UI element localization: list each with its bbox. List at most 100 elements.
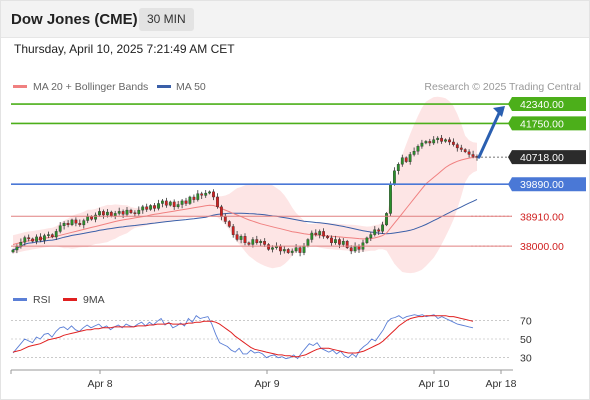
candle-body (393, 170, 396, 185)
candle-body (400, 157, 404, 165)
candle-body (389, 183, 392, 214)
candle-body (66, 222, 70, 225)
candle-body (15, 246, 19, 251)
candle-body (306, 239, 310, 247)
x-tick-label: Apr 10 (419, 378, 450, 390)
candle-body (31, 238, 34, 242)
candle-body (11, 249, 15, 253)
bollinger-band (13, 96, 477, 274)
candle-body (164, 200, 168, 206)
candle-body (160, 200, 164, 204)
candle-body (444, 139, 447, 142)
candle-body (117, 211, 121, 214)
candle-body (129, 209, 133, 213)
candle-body (282, 249, 286, 252)
candle-body (467, 151, 471, 155)
candle-body (424, 141, 428, 144)
level-tag (508, 97, 586, 112)
candle-body (27, 237, 31, 240)
candle-body (94, 214, 98, 220)
candle-body (326, 236, 329, 239)
ma50-line (12, 198, 478, 251)
candle-body (353, 245, 357, 252)
ma50-legend-swatch (157, 85, 171, 88)
candle-body (58, 225, 62, 232)
candle-body (82, 220, 86, 226)
candle-body (149, 205, 152, 210)
candle-body (330, 237, 333, 243)
level-label: 38000.00 (520, 241, 564, 253)
x-tick-label: Apr 9 (254, 378, 279, 390)
candle-body (113, 213, 117, 217)
candle-body (208, 191, 211, 194)
candle-body (255, 239, 259, 243)
candle-body (373, 229, 377, 235)
rsi-ma-legend-label: 9MA (83, 294, 105, 306)
candle-body (101, 211, 105, 216)
candle-body (133, 212, 137, 214)
candle-body (247, 242, 251, 245)
rsi-tick-label: 30 (520, 353, 532, 365)
candle-body (259, 240, 263, 243)
candle-body (298, 247, 302, 253)
candle-body (436, 137, 440, 140)
candle-body (428, 141, 432, 144)
candle-body (47, 234, 50, 236)
candle-body (137, 209, 141, 214)
candle-body (271, 247, 274, 250)
level-label: 39890.00 (520, 179, 564, 191)
x-tick-label: Apr 18 (486, 378, 517, 390)
candle-body (78, 222, 82, 225)
candle-body (141, 206, 145, 211)
rsi-ma-line (12, 315, 474, 358)
candle-body (212, 191, 215, 198)
chart-header: Dow Jones (CME) 30 MIN (1, 1, 589, 38)
candle-body (74, 219, 78, 224)
level-tag (508, 150, 586, 165)
rsi-ma-legend-swatch (63, 298, 77, 301)
timeframe-button[interactable]: 30 MIN (139, 8, 194, 31)
candle-body (219, 206, 223, 217)
candle-body (153, 205, 156, 209)
levels-layer: 42340.00 41750.00 40718.00 39890.00 38910.00… (11, 97, 586, 253)
ma20-legend-label: MA 20 + Bollinger Bands (33, 81, 148, 93)
candle-body (216, 196, 219, 208)
candle-body (341, 240, 345, 245)
candle-body (188, 196, 192, 204)
candle-body (369, 234, 373, 239)
projection-arrow-shaft (477, 109, 502, 159)
level-label: 41750.00 (520, 118, 564, 130)
candle-body (396, 164, 400, 172)
candle-body (239, 236, 243, 240)
candle-body (180, 200, 184, 205)
candle-body (50, 234, 54, 238)
candle-body (412, 150, 416, 155)
candle-body (39, 236, 42, 241)
candle-body (349, 247, 353, 252)
level-label: 38910.00 (520, 211, 564, 223)
candle-body (231, 226, 235, 235)
candle-body (235, 234, 239, 240)
candle-body (334, 239, 337, 243)
candle-body (385, 213, 388, 226)
watermark: Research © 2025 Trading Central (424, 81, 581, 93)
candle-body (98, 211, 101, 216)
candle-body (35, 236, 39, 242)
rsi-legend-swatch (13, 298, 27, 301)
candle-body (432, 139, 436, 144)
level-label: 42340.00 (520, 99, 564, 111)
candle-body (109, 211, 113, 217)
candle-body (365, 237, 369, 243)
ma50-legend-label: MA 50 (176, 81, 206, 93)
level-label: 40718.00 (520, 152, 564, 164)
candle-body (90, 216, 94, 220)
candle-body (381, 224, 384, 232)
candle-body (338, 239, 341, 245)
candle-body (196, 193, 200, 200)
candle-body (184, 200, 188, 204)
candle-body (314, 232, 318, 235)
rsi-tick-label: 70 (520, 315, 532, 327)
level-tag (508, 116, 586, 131)
level-tag (508, 177, 586, 192)
